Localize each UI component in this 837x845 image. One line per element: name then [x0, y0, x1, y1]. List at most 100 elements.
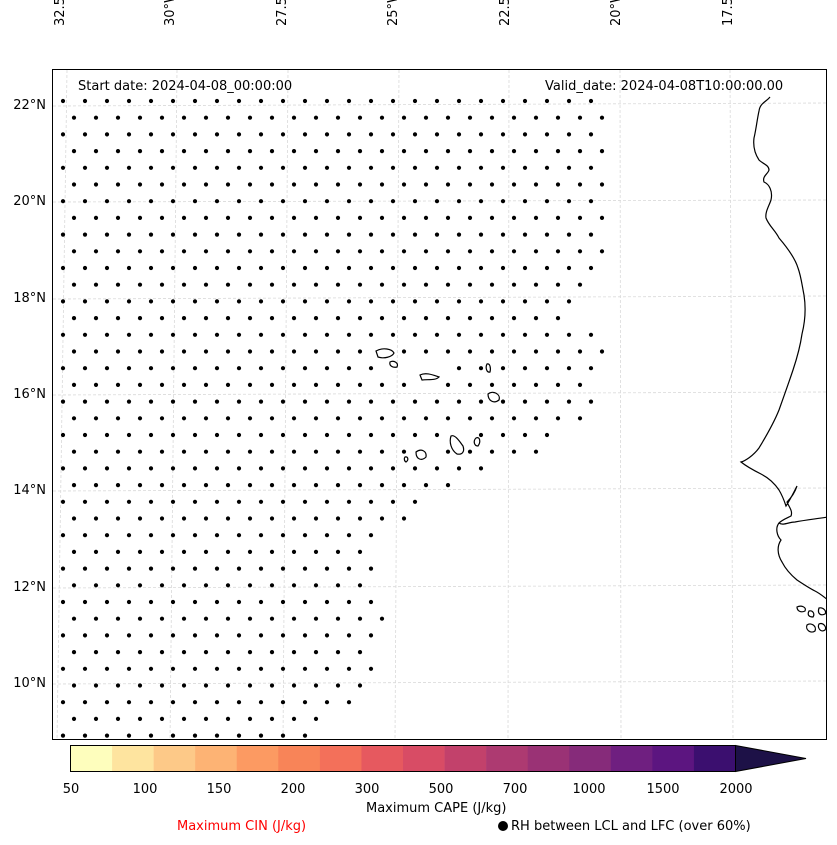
- rh-dot: [445, 282, 451, 287]
- rh-dot: [412, 466, 418, 471]
- rh-dot: [280, 165, 286, 170]
- rh-dot: [412, 199, 418, 204]
- rh-dot: [566, 98, 572, 104]
- rh-dot: [60, 432, 66, 438]
- rh-dot: [203, 416, 209, 421]
- rh-dot: [280, 633, 286, 638]
- rh-dot: [159, 650, 165, 655]
- rh-dot: [269, 549, 275, 554]
- rh-dot: [533, 449, 539, 454]
- rh-dot: [544, 399, 550, 404]
- rh-dot: [577, 349, 583, 354]
- rh-dot: [577, 215, 583, 220]
- rh-dot: [511, 282, 517, 287]
- rh-dot: [401, 349, 407, 354]
- rh-dot: [148, 265, 154, 271]
- rh-dot: [544, 165, 550, 170]
- rh-dot: [599, 182, 605, 187]
- rh-dot: [588, 132, 594, 137]
- rh-dot: [489, 115, 495, 120]
- rh-dot: [412, 332, 418, 337]
- rh-dot: [247, 516, 253, 521]
- rh-dot: [71, 349, 77, 354]
- rh-dot: [159, 549, 165, 554]
- rh-dot: [192, 700, 198, 705]
- rh-dot: [82, 132, 88, 137]
- rh-dot: [566, 332, 572, 337]
- rh-dot: [258, 533, 264, 538]
- rh-dot: [368, 366, 374, 371]
- rh-dot: [71, 316, 77, 321]
- rh-dot: [566, 265, 572, 271]
- rh-dot: [71, 549, 77, 554]
- rh-dot: [445, 349, 451, 354]
- rh-dot: [192, 432, 198, 438]
- rh-dot: [555, 249, 561, 254]
- rh-dot: [203, 449, 209, 454]
- rh-dot: [390, 399, 396, 404]
- lat-label-22n: 22°N: [13, 98, 46, 113]
- rh-dot: [192, 98, 198, 104]
- parallel-20n: [53, 199, 826, 203]
- rh-dot: [71, 149, 77, 154]
- rh-dot: [511, 215, 517, 220]
- rh-dot: [269, 282, 275, 287]
- rh-dot: [93, 549, 99, 554]
- rh-dot: [302, 265, 308, 271]
- lon-label-27-5w: 27.5°W: [275, 0, 290, 26]
- rh-dot: [148, 332, 154, 337]
- rh-dot: [555, 182, 561, 187]
- rh-dot: [280, 399, 286, 404]
- rh-dot: [401, 316, 407, 321]
- rh-dot: [225, 115, 231, 120]
- rh-dot: [302, 733, 308, 738]
- lon-label-20w: 20°W: [609, 0, 624, 26]
- rh-dot: [60, 265, 66, 271]
- rh-dot: [456, 199, 462, 204]
- rh-dot: [181, 583, 187, 588]
- rh-dot: [104, 566, 110, 571]
- rh-dot: [280, 599, 286, 605]
- rh-dot: [82, 399, 88, 404]
- rh-dot: [291, 115, 297, 120]
- rh-dot: [324, 232, 330, 237]
- rh-dot: [225, 650, 231, 655]
- island-santo-antao: [375, 348, 395, 359]
- rh-dot: [60, 299, 66, 304]
- rh-dot: [214, 199, 220, 204]
- rh-dot: [236, 299, 242, 304]
- rh-dot: [313, 483, 319, 488]
- rh-dot: [478, 432, 484, 438]
- rh-dot: [170, 432, 176, 438]
- rh-dot: [258, 199, 264, 204]
- rh-dot: [258, 332, 264, 337]
- rh-dot: [93, 583, 99, 588]
- rh-dot: [236, 399, 242, 404]
- rh-dot: [225, 483, 231, 488]
- rh-dot: [258, 566, 264, 571]
- rh-dot: [511, 249, 517, 254]
- rh-dot: [236, 98, 242, 104]
- rh-dot: [379, 516, 385, 521]
- rh-dot: [434, 98, 440, 104]
- rh-dot: [401, 182, 407, 187]
- rh-dot: [335, 650, 341, 655]
- rh-dot: [170, 165, 176, 170]
- rh-dot: [434, 132, 440, 137]
- rh-dot: [346, 132, 352, 137]
- rh-dot: [456, 299, 462, 304]
- rh-dot: [599, 349, 605, 354]
- rh-dot: [533, 349, 539, 354]
- rh-dot: [379, 282, 385, 287]
- rh-dot: [313, 249, 319, 254]
- rh-dot: [148, 700, 154, 705]
- rh-dot: [71, 483, 77, 488]
- rh-dots-layer: [60, 98, 605, 738]
- rh-dot: [137, 282, 143, 287]
- rh-dot: [478, 332, 484, 337]
- rh-dot: [324, 666, 330, 671]
- rh-dot: [126, 299, 132, 304]
- rh-dot: [302, 566, 308, 571]
- rh-dot: [104, 599, 110, 605]
- rh-dot: [115, 616, 121, 621]
